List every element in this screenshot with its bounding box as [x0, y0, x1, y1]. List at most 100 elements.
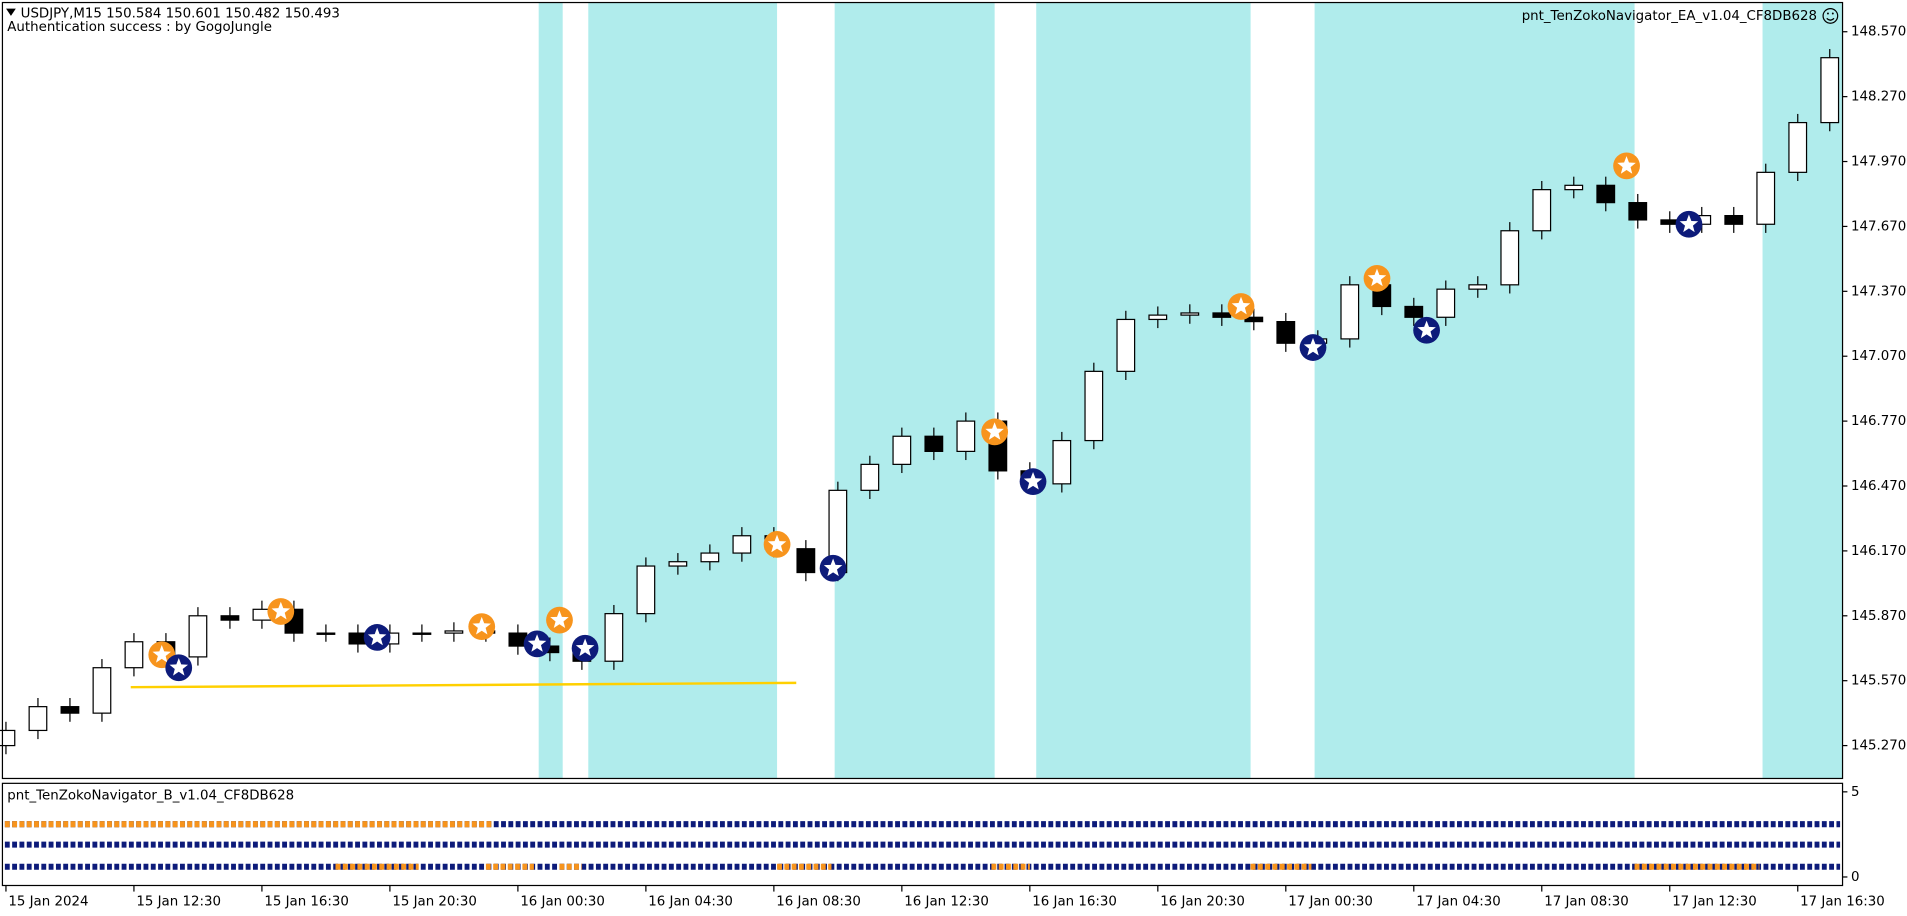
signal-marker — [571, 634, 599, 662]
candle-body — [1532, 189, 1552, 232]
signal-marker — [1227, 293, 1255, 320]
y-tick-label: 146.470 — [1851, 479, 1906, 494]
signal-marker — [1019, 468, 1047, 496]
y-tick-label: 145.270 — [1851, 739, 1906, 754]
chart-title: USDJPY,M15 150.584 150.601 150.482 150.4… — [21, 6, 340, 21]
candle-body — [412, 632, 432, 635]
candle-body — [60, 706, 80, 714]
marker-star — [1617, 156, 1636, 174]
candle-body — [668, 561, 688, 567]
x-tick-label: 17 Jan 04:30 — [1416, 894, 1501, 909]
candle-body — [1436, 288, 1456, 318]
candle-body — [1340, 284, 1360, 340]
menu-arrow — [6, 8, 16, 16]
candle-body — [1724, 214, 1744, 225]
signal-marker — [981, 418, 1009, 446]
candle-body — [1084, 370, 1104, 442]
sub-frame — [1, 782, 1844, 887]
candle-body — [0, 729, 16, 747]
candle-body — [316, 632, 336, 635]
candle-body — [444, 630, 464, 634]
signal-marker — [468, 613, 496, 640]
chart-subtitle: Authentication success : by GogoJungle — [7, 20, 272, 35]
main-frame — [1, 1, 1844, 780]
x-tick-label: 16 Jan 16:30 — [1032, 894, 1117, 909]
marker-star — [767, 534, 787, 553]
x-tick-label: 16 Jan 00:30 — [520, 894, 605, 909]
marker-star — [1417, 320, 1436, 339]
candle-body — [956, 420, 976, 453]
candle-body — [1212, 312, 1232, 318]
candle-body — [604, 613, 624, 662]
candle-body — [1404, 305, 1424, 318]
zone — [1314, 2, 1635, 779]
candle-body — [1116, 318, 1136, 372]
ea-name: pnt_TenZokoNavigator_EA_v1.04_CF8DB628 — [1522, 9, 1817, 24]
candle-body — [1628, 202, 1648, 221]
candle-body — [700, 552, 720, 563]
zone — [1036, 2, 1251, 779]
marker-star — [169, 657, 189, 676]
zone — [538, 2, 563, 779]
candle-body — [860, 463, 880, 491]
y-tick-label: 145.870 — [1851, 609, 1906, 624]
candle-body — [124, 641, 144, 669]
candle-body — [188, 615, 208, 658]
candle-body — [636, 565, 656, 615]
candle-body — [1788, 121, 1808, 173]
marker-star — [527, 634, 547, 652]
candle-body — [924, 435, 944, 453]
x-tick-label: 15 Jan 12:30 — [136, 894, 221, 909]
y-tick-label: 147.070 — [1851, 349, 1906, 364]
marker-star — [1303, 337, 1323, 356]
marker-star — [1231, 296, 1251, 315]
x-tick-label: 16 Jan 04:30 — [648, 894, 733, 909]
y-tick-label: 147.970 — [1851, 155, 1906, 170]
x-tick-label: 16 Jan 20:30 — [1160, 894, 1245, 909]
candle-body — [732, 535, 752, 554]
candle-body — [1276, 320, 1296, 344]
signal-marker — [165, 654, 193, 682]
signal-marker — [1413, 316, 1440, 344]
candle-body — [1468, 284, 1488, 290]
candle-body — [892, 435, 912, 465]
x-tick-label: 17 Jan 08:30 — [1544, 894, 1629, 909]
sub-y-tick-label: 0 — [1851, 870, 1860, 885]
candle-body — [220, 615, 240, 621]
marker-star — [152, 645, 171, 663]
x-tick-label: 16 Jan 12:30 — [904, 894, 989, 909]
sub-y-tick-label: 5 — [1851, 785, 1860, 800]
x-tick-label: 17 Jan 16:30 — [1800, 894, 1885, 909]
signal-marker — [763, 531, 791, 558]
smiley — [1822, 8, 1839, 24]
y-tick-label: 147.670 — [1851, 219, 1906, 234]
signal-marker — [523, 630, 551, 658]
marker-star — [550, 610, 569, 629]
y-tick-label: 148.270 — [1851, 90, 1906, 105]
marker-star — [1679, 214, 1699, 233]
zone — [588, 2, 778, 779]
x-tick-label: 17 Jan 12:30 — [1672, 894, 1757, 909]
candle-body — [1564, 184, 1584, 191]
marker-star — [575, 638, 595, 657]
signal-marker — [1299, 334, 1327, 361]
candle-body — [1820, 57, 1840, 124]
candle-body — [92, 667, 112, 714]
candle-body — [1756, 171, 1776, 225]
candle-body — [1596, 184, 1616, 204]
level-line — [130, 681, 797, 689]
candle-body — [796, 548, 816, 574]
candle-body — [1500, 230, 1520, 286]
marker-star — [367, 627, 387, 646]
signal-marker — [819, 554, 847, 582]
candle-body — [1052, 439, 1072, 485]
candle-body — [28, 706, 48, 732]
signal-marker — [1363, 264, 1391, 292]
signal-marker — [267, 598, 295, 625]
signal-marker — [1675, 210, 1703, 238]
candle-body — [1244, 316, 1264, 323]
x-tick-label: 17 Jan 00:30 — [1288, 894, 1373, 909]
marker-star — [271, 601, 291, 620]
marker-star — [823, 558, 843, 577]
